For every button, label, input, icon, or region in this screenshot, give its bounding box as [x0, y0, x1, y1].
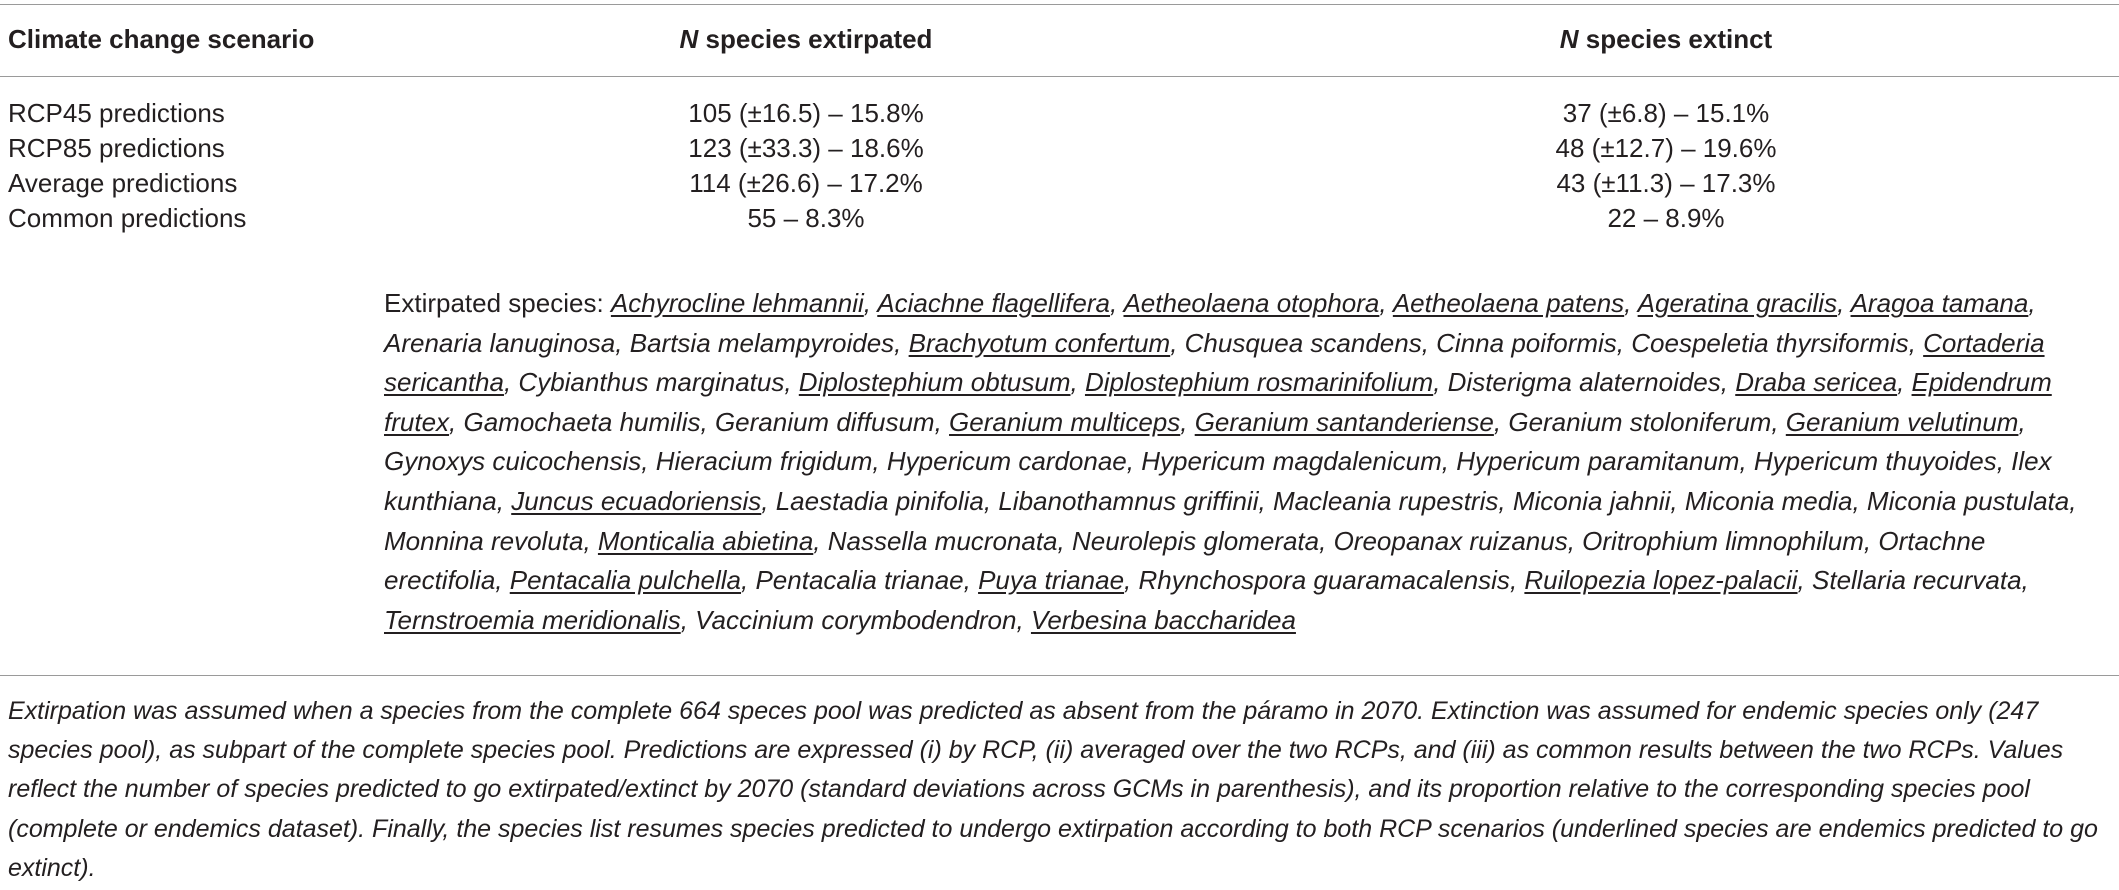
species-name: Chusquea scandens [1184, 327, 1422, 358]
row-extirpated-value: 114 (±26.6) – 17.2% [689, 168, 923, 198]
species-name: Miconia jahnii [1512, 485, 1671, 516]
species-name: Hypericum cardonae [886, 446, 1127, 477]
species-name: Ternstroemia meridionalis [384, 604, 681, 635]
species-name: Diplostephium obtusum [798, 367, 1071, 398]
header-extirpated-n: N [679, 24, 699, 54]
row-label: RCP85 predictions [8, 133, 225, 163]
species-name: Geranium santanderiense [1194, 406, 1494, 437]
species-names: Achyrocline lehmannii, Aciachne flagelli… [384, 288, 2077, 635]
species-name: Hypericum paramitanum [1456, 446, 1740, 477]
species-name: Rhynchospora guaramacalensis [1138, 565, 1510, 596]
header-rule [0, 76, 2119, 77]
species-name: Arenaria lanuginosa [384, 327, 616, 358]
species-name: Geranium stoloniferum [1508, 406, 1772, 437]
species-name: Disterigma alaternoides [1447, 367, 1721, 398]
table-row: Common predictions 55 – 8.3% 22 – 8.9% [0, 203, 2119, 250]
species-name: Aciachne flagellifera [877, 288, 1110, 318]
header-extirpated-label: species extirpated [698, 24, 933, 54]
header-extinct: N species extinct [1560, 24, 1772, 55]
species-name: Aragoa tamana [1850, 288, 2029, 318]
species-name: Ruilopezia lopez-palacii [1524, 565, 1798, 596]
species-name: Achyrocline lehmannii [610, 288, 864, 318]
table-row: RCP45 predictions 105 (±16.5) – 15.8% 37… [0, 98, 2119, 145]
table-bottom-rule [0, 675, 2119, 676]
species-name: Epidendrum frutex [384, 367, 2052, 437]
species-name: Geranium velutinum [1785, 406, 2019, 437]
species-name: Miconia pustulata [1866, 485, 2070, 516]
species-name: Gamochaeta humilis [463, 406, 701, 437]
row-extirpated-value: 105 (±16.5) – 15.8% [688, 98, 924, 128]
species-name: Cybianthus marginatus [518, 367, 785, 398]
row-extinct-value: 43 (±11.3) – 17.3% [1556, 168, 1776, 198]
species-name: Ilex kunthiana [384, 446, 2052, 516]
species-name: Vaccinium corymbodendron [695, 604, 1017, 635]
species-name: Bartsia melampyroides [629, 327, 895, 358]
species-name: Hypericum thuyoides [1753, 446, 1997, 477]
species-name: Hypericum magdalenicum [1141, 446, 1442, 477]
species-name: Coespeletia thyrsiformis [1631, 327, 1909, 358]
species-name: Oreopanax ruizanus [1333, 525, 1568, 556]
header-extinct-n: N [1559, 24, 1579, 54]
species-name: Geranium multiceps [949, 406, 1181, 437]
table-row: Average predictions 114 (±26.6) – 17.2% … [0, 168, 2119, 215]
row-label: RCP45 predictions [8, 98, 225, 128]
species-name: Monticalia abietina [597, 525, 814, 556]
species-name: Monnina revoluta [384, 525, 584, 556]
header-extinct-label: species extinct [1578, 24, 1773, 54]
species-name: Draba sericea [1735, 367, 1898, 398]
species-name: Cortaderia sericantha [384, 327, 2045, 398]
species-name: Hieracium frigidum [655, 446, 873, 477]
table-footnote: Extirpation was assumed when a species f… [8, 697, 2098, 882]
row-extinct-value: 22 – 8.9% [1607, 203, 1725, 233]
species-name: Laestadia pinifolia [775, 485, 984, 516]
header-extirpated: N species extirpated [680, 24, 933, 55]
row-label: Average predictions [8, 168, 238, 198]
species-name: Geranium diffusum [714, 406, 935, 437]
species-list-lead: Extirpated species: [384, 288, 611, 318]
species-name: Ortachne erectifolia [384, 525, 1986, 596]
species-name: Libanothamnus griffinii [998, 485, 1259, 516]
species-name: Oritrophium limnophilum [1582, 525, 1864, 556]
species-name: Ageratina gracilis [1637, 288, 1838, 318]
row-extinct-value: 48 (±12.7) – 19.6% [1555, 133, 1777, 163]
species-name: Miconia media [1684, 485, 1853, 516]
table-top-rule [0, 4, 2119, 5]
species-name: Macleania rupestris [1272, 485, 1499, 516]
species-name: Pentacalia trianae [755, 565, 964, 596]
species-name: Aetheolaena patens [1392, 288, 1625, 318]
species-name: Diplostephium rosmarinifolium [1084, 367, 1434, 398]
extirpated-species-list: Extirpated species: Achyrocline lehmanni… [384, 284, 2106, 640]
species-name: Brachyotum confertum [908, 327, 1171, 358]
table-row: RCP85 predictions 123 (±33.3) – 18.6% 48… [0, 133, 2119, 180]
row-extinct-value: 37 (±6.8) – 15.1% [1562, 98, 1770, 128]
species-name: Nassella mucronata [827, 525, 1058, 556]
species-name: Juncus ecuadoriensis [511, 485, 762, 516]
row-extirpated-value: 55 – 8.3% [747, 203, 865, 233]
species-name: Stellaria recurvata [1812, 565, 2022, 596]
species-name: Neurolepis glomerata [1071, 525, 1320, 556]
row-extirpated-value: 123 (±33.3) – 18.6% [688, 133, 924, 163]
species-name: Verbesina baccharidea [1030, 604, 1296, 635]
species-name: Aetheolaena otophora [1123, 288, 1380, 318]
header-scenario: Climate change scenario [8, 24, 315, 54]
species-name: Cinna poiformis [1436, 327, 1617, 358]
species-name: Gynoxys cuicochensis [384, 446, 642, 477]
species-name: Pentacalia pulchella [509, 565, 742, 596]
species-name: Puya trianae [978, 565, 1125, 596]
row-label: Common predictions [8, 203, 247, 233]
